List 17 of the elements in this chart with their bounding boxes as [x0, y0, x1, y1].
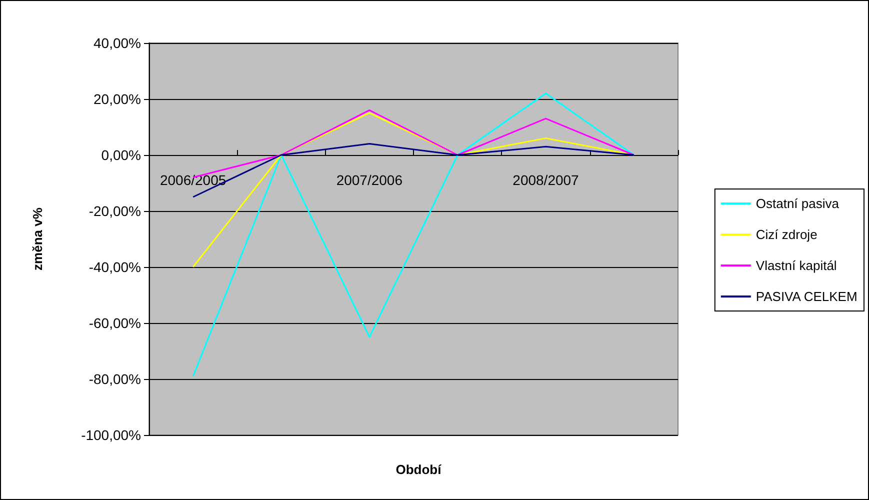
y-tick-label: -100,00%: [81, 427, 141, 443]
y-tick-label: 20,00%: [94, 91, 141, 107]
y-axis-title: změna v%: [30, 207, 45, 270]
x-tick-label: 2007/2006: [336, 172, 403, 188]
y-tick-label: -80,00%: [88, 371, 141, 387]
legend-label: PASIVA CELKEM: [756, 289, 858, 304]
legend-label: Ostatní pasiva: [756, 196, 840, 211]
x-axis-title: Období: [396, 462, 442, 477]
y-tick-label: -20,00%: [88, 203, 141, 219]
y-tick-label: 0,00%: [101, 147, 141, 163]
legend-label: Cizí zdroje: [756, 227, 818, 242]
y-tick-label: -60,00%: [88, 315, 141, 331]
legend-label: Vlastní kapitál: [756, 258, 837, 273]
y-tick-label: 40,00%: [94, 35, 141, 51]
y-tick-label: -40,00%: [88, 259, 141, 275]
x-tick-label: 2008/2007: [512, 172, 580, 188]
x-tick-label: 2006/2005: [160, 172, 226, 188]
